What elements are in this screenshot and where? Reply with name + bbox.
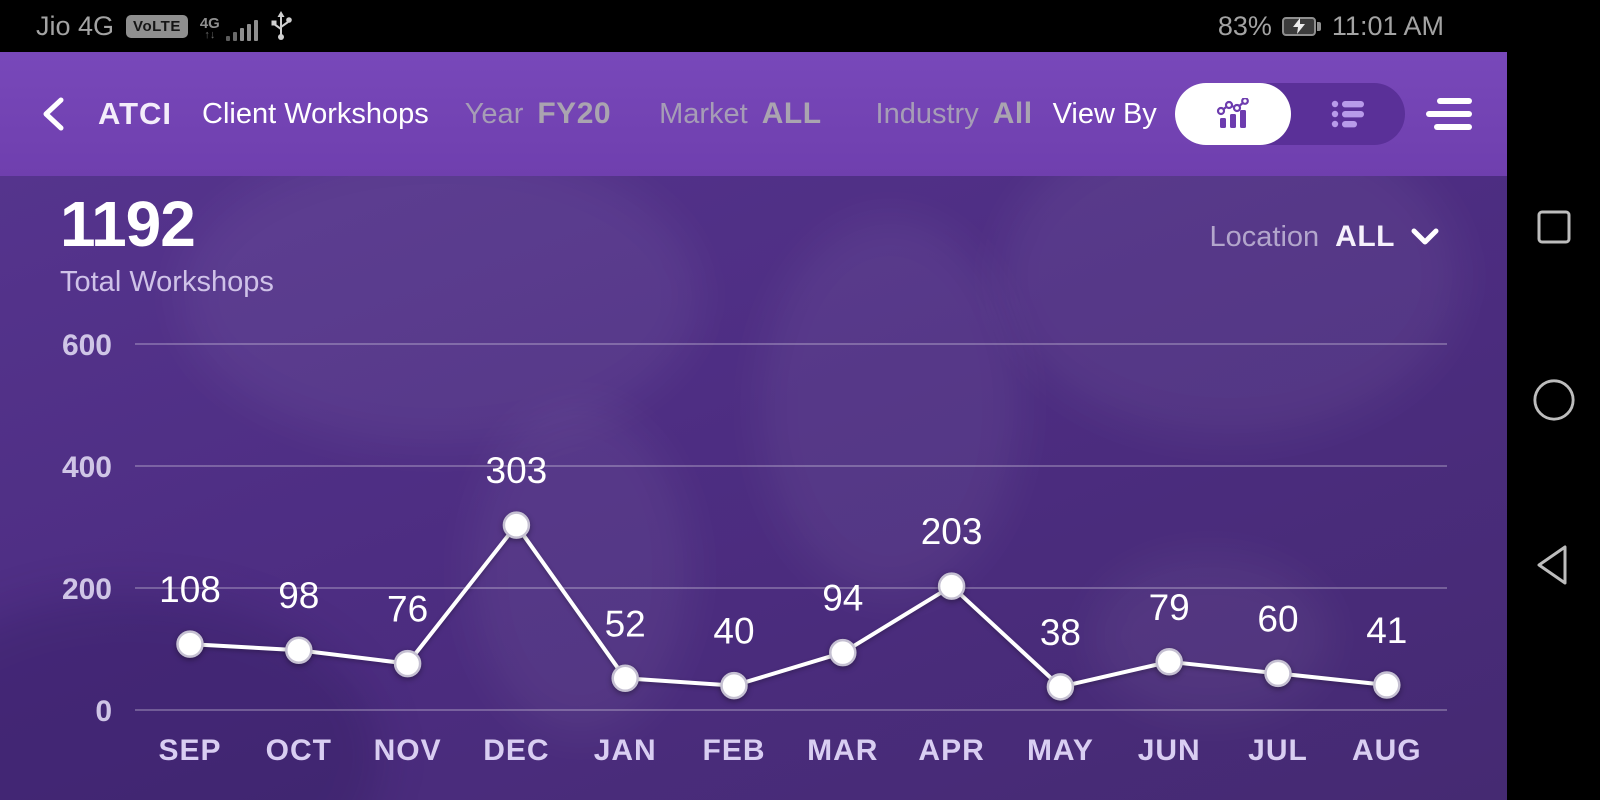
- filter-industry[interactable]: Industry All: [876, 97, 1033, 131]
- page-title: Client Workshops: [202, 97, 429, 130]
- filter-market[interactable]: Market ALL: [659, 97, 821, 131]
- data-point-value: 41: [1366, 610, 1407, 651]
- x-axis-label: MAY: [1027, 734, 1094, 767]
- data-point-value: 98: [278, 575, 319, 616]
- x-axis-label: FEB: [703, 734, 766, 767]
- recents-square-icon: [1537, 210, 1570, 244]
- x-axis-label: MAR: [807, 734, 878, 767]
- x-axis-label: JUN: [1138, 734, 1201, 767]
- filter-year-value: FY20: [537, 97, 612, 130]
- data-point-value: 40: [713, 611, 754, 652]
- back-chevron-icon: [43, 97, 64, 131]
- x-axis-label: APR: [918, 734, 984, 767]
- x-axis-label: OCT: [266, 734, 332, 767]
- menu-button[interactable]: [1426, 98, 1472, 130]
- line-series: [188, 523, 1389, 689]
- app-header: ATCI Client Workshops Year FY20 Market A…: [0, 52, 1507, 176]
- view-by-label: View By: [1052, 97, 1157, 130]
- recents-button[interactable]: [1532, 205, 1576, 249]
- x-axis-label: NOV: [374, 734, 442, 767]
- filter-industry-label: Industry: [875, 98, 979, 130]
- data-point-value: 38: [1040, 612, 1081, 653]
- signal-strength-icon: [225, 17, 258, 41]
- total-workshops-value: 1192: [60, 188, 196, 260]
- data-point[interactable]: [611, 664, 639, 693]
- x-axis-label: JUL: [1248, 734, 1308, 767]
- home-button[interactable]: [1532, 378, 1576, 422]
- data-point-value: 303: [486, 450, 548, 491]
- data-point[interactable]: [176, 630, 204, 658]
- chart-icon: [1216, 98, 1249, 128]
- carrier-label: Jio 4G: [36, 10, 115, 41]
- x-axis-label: JAN: [594, 734, 657, 767]
- data-point[interactable]: [937, 572, 966, 600]
- data-point[interactable]: [720, 671, 748, 700]
- data-point[interactable]: [285, 636, 313, 664]
- home-circle-icon: [1532, 379, 1575, 421]
- summary-block: 1192 Total Workshops: [60, 192, 274, 299]
- battery-charging-icon: [1281, 16, 1322, 36]
- chevron-down-icon: [1411, 228, 1439, 245]
- back-triangle-icon: [1537, 545, 1566, 585]
- list-icon: [1331, 100, 1365, 128]
- data-point[interactable]: [1046, 673, 1075, 701]
- dashboard-main: 1192 Total Workshops Location ALL 0 200 40…: [0, 176, 1507, 800]
- data-point-value: 76: [387, 589, 428, 630]
- network-type-icon: 4G ↑↓: [199, 15, 220, 41]
- data-point-value: 79: [1149, 587, 1190, 628]
- y-axis-tick-label: 600: [62, 329, 112, 362]
- filter-market-label: Market: [659, 98, 748, 130]
- data-point[interactable]: [1155, 648, 1183, 676]
- data-point-value: 60: [1257, 598, 1298, 639]
- filter-market-value: ALL: [761, 97, 822, 130]
- x-axis-label: DEC: [483, 734, 549, 767]
- android-nav-bar: [1507, 0, 1600, 800]
- data-point-value: 52: [605, 603, 646, 644]
- menu-icon: [1437, 98, 1472, 104]
- filter-year-label: Year: [464, 98, 524, 130]
- back-button[interactable]: [40, 94, 72, 134]
- status-bar: Jio 4G VoLTE 4G ↑↓: [0, 0, 1600, 52]
- chart-view-button[interactable]: [1174, 83, 1292, 145]
- data-point-value: 108: [159, 569, 221, 610]
- x-axis-label: AUG: [1352, 734, 1422, 767]
- data-point[interactable]: [1264, 659, 1292, 688]
- filter-year[interactable]: Year FY20: [465, 97, 611, 131]
- app-window: ATCI Client Workshops Year FY20 Market A…: [0, 52, 1507, 800]
- data-point[interactable]: [829, 638, 857, 667]
- workshops-line-chart: 0 200 400 600 SEP 108 OCT 98 NOV 76 DEC 303 JAN 52 FEB…: [62, 329, 1447, 767]
- y-axis-tick-label: 200: [62, 573, 112, 606]
- view-toggle: [1174, 83, 1405, 145]
- data-point-value: 94: [822, 578, 863, 619]
- total-workshops-label: Total Workshops: [60, 266, 274, 298]
- location-label: Location: [1209, 220, 1320, 253]
- list-view-button[interactable]: [1291, 83, 1405, 145]
- y-axis-tick-label: 0: [95, 695, 112, 728]
- y-axis-tick-label: 400: [62, 451, 112, 484]
- battery-percent: 83%: [1217, 10, 1272, 41]
- volte-badge: VoLTE: [126, 14, 188, 38]
- clock: 11:01 AM: [1331, 10, 1444, 41]
- back-nav-button[interactable]: [1532, 543, 1576, 587]
- data-point-value: 203: [921, 511, 983, 552]
- location-value: ALL: [1335, 220, 1395, 253]
- app-title: ATCI: [98, 96, 173, 131]
- filter-industry-value: All: [992, 97, 1033, 130]
- data-point[interactable]: [502, 511, 531, 539]
- data-point[interactable]: [393, 649, 422, 678]
- data-point[interactable]: [1373, 671, 1401, 699]
- usb-icon: [271, 11, 292, 40]
- location-filter[interactable]: Location ALL: [1210, 220, 1439, 254]
- x-axis-label: SEP: [158, 734, 221, 767]
